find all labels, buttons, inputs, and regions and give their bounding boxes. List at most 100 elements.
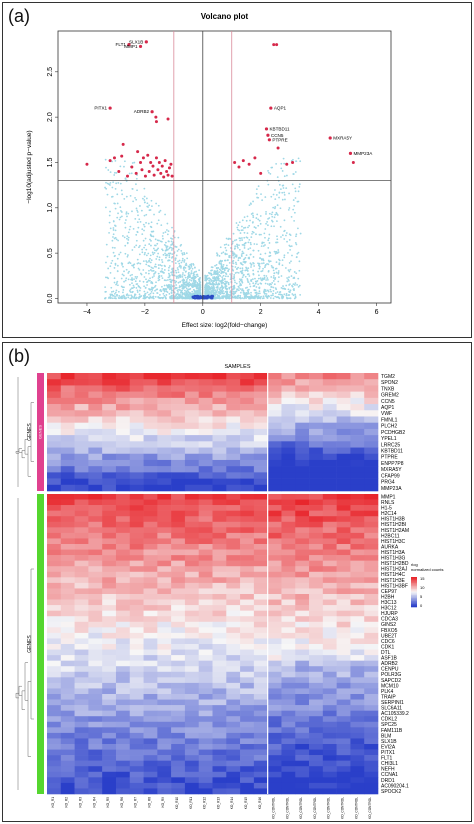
heatmap-cell [102,435,117,442]
heatmap-cell [74,621,89,628]
heatmap-cell [226,577,241,584]
heatmap-cell [198,577,213,584]
heatmap-cell [364,549,379,556]
background-point [121,286,124,289]
background-point [232,232,235,235]
heatmap-cell [115,478,131,486]
background-point [177,260,179,263]
background-point [272,294,274,297]
background-point [259,253,262,256]
heatmap-cell [184,582,200,589]
heatmap-cell [115,644,131,650]
heatmap-cell [74,416,89,423]
heatmap-cell [309,416,324,423]
background-point [269,260,272,263]
heatmap-cell [336,566,351,573]
background-point [247,288,250,291]
heatmap-cell [350,666,365,673]
heatmap-cell [322,447,337,455]
heatmap-cell [184,527,200,534]
background-point [150,296,153,299]
significant-point [154,115,158,119]
heatmap-cell [157,435,172,442]
heatmap-cell [267,391,282,399]
heatmap-cell [295,484,310,492]
heatmap-cell [350,447,365,455]
background-point [183,261,186,263]
heatmap-cell [281,710,296,717]
background-point [274,213,277,216]
background-point [267,247,270,249]
background-point [241,297,244,299]
heatmap-cell [88,755,103,761]
heatmap-cell [60,610,75,617]
heatmap-cell [212,744,227,750]
heatmap-cell [309,621,324,628]
heatmap-cell [184,484,200,492]
heatmap-cell [309,771,324,778]
heatmap-cell [143,627,158,634]
heatmap-cell [157,649,172,656]
background-point [157,247,160,250]
heatmap-cell [253,410,268,417]
heatmap-cell [281,577,296,584]
heatmap-cell [115,682,131,689]
background-point [109,227,112,230]
background-point [246,232,249,234]
heatmap-cell [74,699,89,706]
heatmap-cell [129,688,144,695]
heatmap-cell [143,688,158,695]
background-point [288,270,291,273]
background-point [166,291,169,293]
heatmap-cell [295,638,310,645]
gene-label: HIST1H3E [381,578,406,584]
heatmap-cell [184,549,200,556]
background-point [224,290,227,293]
background-point [136,189,138,192]
heatmap-cell [47,373,62,380]
heatmap-cell [322,435,337,442]
heatmap-cell [74,632,89,639]
background-point [262,245,265,247]
background-point [133,286,136,289]
background-point [223,283,226,285]
heatmap-cell [143,721,158,728]
background-point [223,269,226,272]
gene-label: PITX1 [381,750,395,756]
background-point [287,278,290,281]
background-point [266,221,269,223]
background-point [288,284,291,286]
heatmap-cell [322,478,337,486]
background-point [236,271,238,274]
heatmap-cell [102,632,117,639]
background-point [165,279,167,282]
heatmap-cell [115,459,131,467]
background-point [211,282,214,285]
heatmap-cell [184,760,200,767]
significant-point [162,175,166,179]
background-point [280,275,283,277]
background-point [260,245,263,248]
heatmap-cell [295,472,310,479]
heatmap-cell [60,516,75,523]
background-point [123,280,125,283]
background-point [166,245,169,248]
heatmap-cell [295,616,310,623]
heatmap-cell [309,666,324,673]
background-point [158,256,161,259]
heatmap-cell [364,777,379,784]
heatmap-cell [281,610,296,617]
heatmap-cell [198,671,213,678]
background-point [217,267,220,269]
heatmap-cell [336,694,351,700]
heatmap-cell [47,727,62,734]
heatmap-cell [102,721,117,728]
heatmap-cell [267,621,282,628]
heatmap-cell [184,494,200,500]
background-point [152,269,155,272]
background-point [143,276,146,278]
heatmap-cell [281,544,296,550]
heatmap-cell [226,749,241,756]
background-point [252,231,255,234]
background-point [265,213,267,215]
